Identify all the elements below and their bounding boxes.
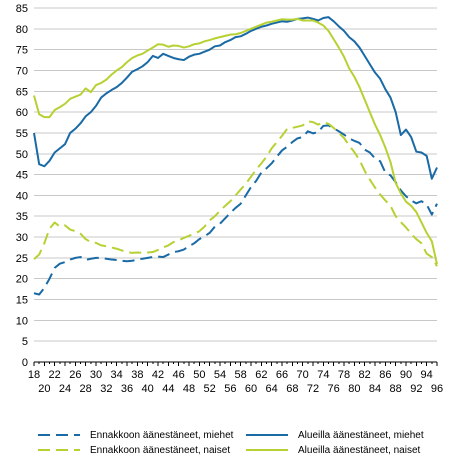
x-tick-label: 52 (204, 383, 216, 395)
y-tick-label: 15 (16, 295, 28, 307)
x-tick-label: 56 (224, 383, 236, 395)
y-tick-label: 55 (16, 128, 28, 140)
legend: Ennakkoon äänestäneet, miehet Ennakkoon ä… (38, 430, 424, 456)
y-tick-label: 25 (16, 253, 28, 265)
x-tick-label: 34 (111, 369, 123, 381)
y-tick-label: 75 (16, 45, 28, 57)
x-tick-label: 20 (38, 383, 50, 395)
x-tick-label: 50 (193, 369, 205, 381)
x-tick-label: 76 (328, 383, 340, 395)
x-tick-label: 48 (183, 383, 195, 395)
y-axis: 0 5 10 15 20 25 30 35 40 45 50 55 60 65 70 75 80 85 (16, 3, 28, 369)
x-tick-label: 64 (266, 383, 278, 395)
y-tick-label: 35 (16, 211, 28, 223)
y-tick-label: 40 (16, 190, 28, 202)
series-line-2 (33, 120, 438, 267)
legend-label: Ennakkoon äänestäneet, naiset (90, 445, 230, 456)
series-lines (33, 16, 438, 296)
x-tick-label: 74 (317, 369, 329, 381)
x-tick-label: 38 (131, 369, 143, 381)
x-tick-label: 68 (286, 383, 298, 395)
x-tick-label: 72 (307, 383, 319, 395)
series-line-3 (33, 16, 438, 180)
y-tick-label: 60 (16, 107, 28, 119)
y-tick-label: 30 (16, 232, 28, 244)
x-tick-label: 58 (235, 369, 247, 381)
x-tick-label: 88 (390, 383, 402, 395)
x-tick-label: 42 (152, 369, 164, 381)
x-tick-label: 94 (421, 369, 433, 381)
x-tick-label: 30 (90, 369, 102, 381)
series-line-4 (33, 17, 438, 265)
y-tick-label: 45 (16, 170, 28, 182)
x-tick-label: 80 (348, 383, 360, 395)
y-tick-label: 65 (16, 86, 28, 98)
x-tick-label: 46 (173, 369, 185, 381)
x-tick-label: 44 (162, 383, 174, 395)
x-tick-label: 62 (255, 369, 267, 381)
x-tick-label: 86 (379, 369, 391, 381)
series-line-1 (33, 124, 438, 296)
y-tick-label: 50 (16, 149, 28, 161)
y-tick-label: 20 (16, 274, 28, 286)
gridlines (34, 7, 437, 363)
x-tick-label: 92 (410, 383, 422, 395)
x-tick-label: 24 (59, 383, 71, 395)
y-tick-label: 5 (22, 336, 28, 348)
legend-label: Alueilla äänestäneet, naiset (298, 445, 421, 456)
y-tick-label: 80 (16, 24, 28, 36)
y-tick-label: 10 (16, 315, 28, 327)
x-tick-label: 32 (100, 383, 112, 395)
x-tick-label: 78 (338, 369, 350, 381)
x-tick-label: 66 (276, 369, 288, 381)
x-tick-label: 26 (69, 369, 81, 381)
x-tick-label: 84 (369, 383, 381, 395)
x-tick-label: 70 (297, 369, 309, 381)
x-tick-label: 82 (359, 369, 371, 381)
y-tick-label: 85 (16, 3, 28, 15)
y-tick-label: 70 (16, 65, 28, 77)
x-axis: 18 22 26 30 34 38 42 46 50 54 58 62 66 70 74 78 82 86 90 94… (28, 362, 443, 395)
x-tick-label: 96 (431, 383, 443, 395)
x-tick-label: 18 (28, 369, 40, 381)
y-tick-label: 0 (22, 357, 28, 369)
legend-label: Ennakkoon äänestäneet, miehet (90, 430, 234, 441)
x-tick-label: 36 (121, 383, 133, 395)
x-tick-label: 60 (245, 383, 257, 395)
x-tick-label: 54 (214, 369, 226, 381)
x-tick-label: 90 (400, 369, 412, 381)
legend-label: Alueilla äänestäneet, miehet (298, 430, 424, 441)
x-tick-label: 40 (142, 383, 154, 395)
x-tick-label: 22 (49, 369, 61, 381)
x-tick-label: 28 (80, 383, 92, 395)
